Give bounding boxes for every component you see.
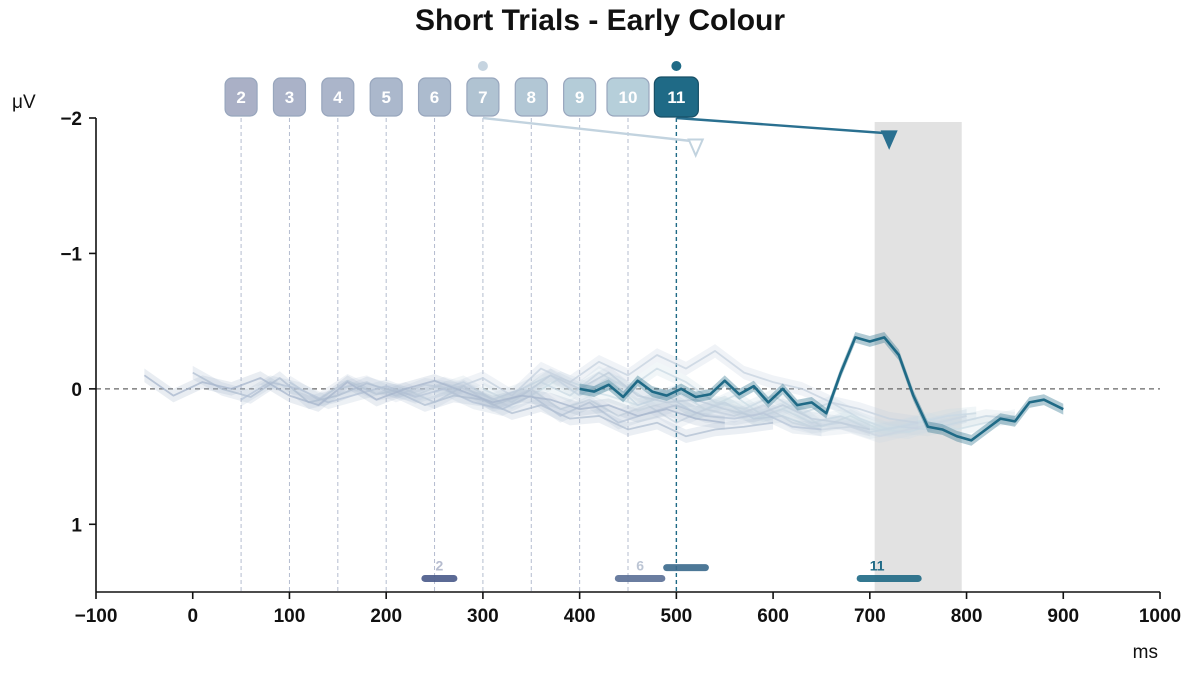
y-tick-label: 0 [71,380,82,401]
marker-guide-lines [240,118,678,592]
significance-label-1: 6 [636,557,644,573]
y-tick-label: 1 [71,515,82,536]
series-band-2 [192,365,774,444]
series-line-9 [530,377,967,434]
x-axis-unit-label: ms [1133,642,1158,663]
y-tick-label: −2 [60,109,82,130]
x-tick-label: 500 [661,606,693,627]
x-tick-label: 100 [274,606,306,627]
marker-badge-label-5: 5 [381,88,390,107]
marker-badge-5 [369,77,403,117]
marker-dot-7 [477,61,488,71]
marker-badge-3 [272,77,307,117]
arrow-layer [482,116,898,158]
marker-badge-9 [563,77,597,117]
arrow-head-7 [687,138,705,158]
marker-badge-label-9: 9 [575,88,584,107]
series-band-0 [579,331,1064,446]
marker-badge-6 [417,77,452,117]
chart-title: Short Trials - Early Colour [415,4,785,37]
x-tick-label: 800 [951,606,983,627]
series-layer [143,331,1064,446]
highlight-window-layer [874,122,962,592]
marker-badge-4 [321,77,355,117]
arrow-head-11 [880,130,898,150]
marker-badge-label-2: 2 [236,88,245,107]
significance-label-3: 11 [870,557,885,573]
marker-badge-label-8: 8 [527,88,536,107]
marker-badge-11 [653,76,699,118]
significance-label-0: 2 [435,557,443,573]
x-tick-label: 1000 [1139,606,1181,627]
series-line-1 [143,374,725,424]
x-tick-label: 300 [467,606,499,627]
series-line-0 [579,336,1064,442]
marker-badge-7 [466,77,500,117]
series-band-7 [434,368,1015,439]
x-tick-label: 0 [187,606,198,627]
marker-badge-label-10: 10 [619,88,638,107]
series-band-6 [386,376,967,444]
series-line-3 [240,381,822,431]
x-tick-label: 900 [1047,606,1079,627]
series-line-6 [385,382,967,438]
marker-badge-10 [606,77,650,117]
x-tick-label: 200 [370,606,402,627]
marker-badge-label-11: 11 [667,88,685,107]
series-band-1 [144,368,725,430]
x-tick-label: 400 [564,606,596,627]
marker-dot-11 [671,61,682,71]
marker-badges: 2 3 4 5 6 7 8 9 10 11 [224,61,699,118]
y-tick-label: −1 [60,244,82,265]
marker-badge-label-4: 4 [333,88,343,107]
marker-badge-2 [224,77,258,117]
marker-badge-label-6: 6 [430,88,439,107]
series-band-3 [241,375,822,437]
marker-badge-8 [514,77,548,117]
highlight-window [874,122,962,592]
axes-layer: −100 0 100 200 300 400 500 600 700 800 900 1000 −2 −1… [60,109,1181,627]
significance-layer: 2 6 11 [421,557,922,582]
marker-badge-label-7: 7 [478,88,487,107]
x-tick-label: 600 [757,606,789,627]
arrow-line-11 [676,116,890,135]
x-tick-label: 700 [854,606,886,627]
marker-badge-label-3: 3 [285,88,294,107]
y-axis-unit-label: μV [12,92,36,113]
arrow-line-7 [482,116,696,143]
series-line-7 [434,374,1015,434]
x-tick-label: −100 [75,606,118,627]
series-line-5 [337,350,919,424]
series-band-5 [337,344,919,430]
